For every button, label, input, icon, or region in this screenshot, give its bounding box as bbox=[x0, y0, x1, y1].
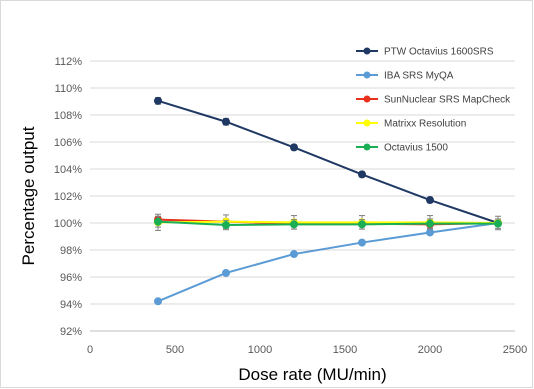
y-tick-label: 104% bbox=[54, 164, 82, 176]
series-octavius-1500 bbox=[154, 215, 502, 231]
legend-swatch-marker bbox=[363, 95, 371, 103]
series-iba-srs-myqa bbox=[154, 219, 502, 306]
y-tick-label: 98% bbox=[60, 245, 82, 257]
x-tick-label: 2500 bbox=[503, 344, 527, 356]
x-tick-label: 2000 bbox=[418, 344, 442, 356]
series-ptw-octavius-1600srs bbox=[154, 96, 502, 227]
x-tick-label: 500 bbox=[166, 344, 184, 356]
y-tick-label: 94% bbox=[60, 299, 82, 311]
legend-label: Octavius 1500 bbox=[384, 143, 448, 154]
data-point bbox=[358, 170, 366, 179]
axes: 92% 94% 96% 98% 100% 102% 104% 106% 108% 110% 112%… bbox=[54, 56, 527, 356]
data-point bbox=[358, 238, 366, 247]
data-point bbox=[222, 268, 230, 277]
y-tick-label: 112% bbox=[55, 56, 83, 68]
data-point bbox=[290, 220, 298, 229]
x-axis-title: Dose rate (MU/min) bbox=[238, 365, 386, 384]
data-point bbox=[426, 196, 434, 205]
series-line bbox=[157, 99, 499, 224]
data-point bbox=[290, 143, 298, 152]
legend-label: IBA SRS MyQA bbox=[384, 71, 454, 82]
series-matrixx-resolution bbox=[154, 213, 502, 231]
legend-label: Matrixx Resolution bbox=[384, 119, 466, 130]
data-point bbox=[358, 220, 366, 229]
legend-swatch-marker bbox=[363, 143, 371, 151]
x-tick-label: 1500 bbox=[333, 344, 357, 356]
y-tick-label: 106% bbox=[54, 137, 82, 149]
legend-entry: IBA SRS MyQA bbox=[356, 71, 454, 82]
legend-entry: SunNuclear SRS MapCheck bbox=[356, 95, 511, 106]
data-point bbox=[426, 219, 434, 228]
legend-entry: Matrixx Resolution bbox=[356, 119, 466, 130]
series-line bbox=[157, 220, 498, 227]
y-axis-title: Percentage output bbox=[19, 126, 38, 265]
y-tick-label: 108% bbox=[54, 110, 82, 122]
y-tick-label: 102% bbox=[54, 191, 82, 203]
series-line bbox=[157, 222, 499, 303]
data-point bbox=[494, 219, 502, 228]
data-point bbox=[222, 221, 230, 230]
legend-label: PTW Octavius 1600SRS bbox=[384, 47, 494, 58]
legend-label: SunNuclear SRS MapCheck bbox=[384, 95, 511, 106]
series-layer bbox=[154, 96, 502, 306]
legend-swatch-marker bbox=[363, 71, 371, 79]
x-tick-label: 1000 bbox=[248, 344, 272, 356]
legend-swatch-marker bbox=[363, 47, 371, 55]
legend: PTW Octavius 1600SRS IBA SRS MyQA SunNucle… bbox=[356, 47, 511, 154]
y-tick-label: 100% bbox=[54, 218, 82, 230]
data-point bbox=[154, 217, 162, 226]
y-tick-label: 92% bbox=[60, 326, 82, 338]
series-line bbox=[157, 220, 499, 224]
data-point bbox=[154, 96, 162, 105]
legend-entry: PTW Octavius 1600SRS bbox=[356, 47, 494, 58]
legend-swatch-marker bbox=[363, 119, 371, 127]
x-tick-label: 0 bbox=[87, 344, 93, 356]
y-tick-label: 96% bbox=[60, 272, 82, 284]
legend-entry: Octavius 1500 bbox=[356, 143, 448, 154]
data-point bbox=[426, 228, 434, 237]
data-point bbox=[290, 250, 298, 259]
data-point bbox=[222, 117, 230, 126]
data-point bbox=[154, 297, 162, 306]
y-tick-label: 110% bbox=[55, 83, 83, 95]
